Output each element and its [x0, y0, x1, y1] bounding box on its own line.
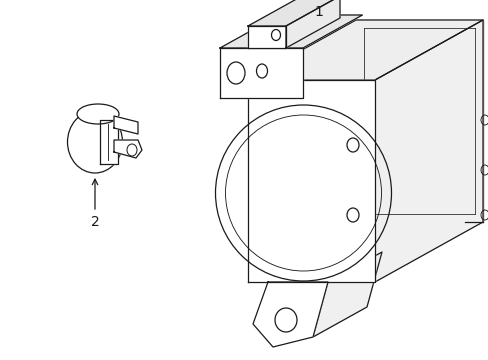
Polygon shape: [247, 80, 374, 282]
Text: 2: 2: [90, 215, 99, 229]
Polygon shape: [312, 252, 381, 337]
Polygon shape: [247, 26, 285, 48]
Polygon shape: [247, 0, 339, 26]
Ellipse shape: [67, 111, 122, 173]
Polygon shape: [220, 48, 303, 98]
Polygon shape: [114, 140, 142, 158]
Polygon shape: [100, 120, 118, 164]
Polygon shape: [355, 20, 482, 222]
Polygon shape: [220, 15, 362, 48]
Polygon shape: [114, 116, 138, 134]
Text: 1: 1: [314, 5, 323, 19]
Ellipse shape: [77, 104, 119, 124]
Polygon shape: [285, 0, 339, 48]
Polygon shape: [374, 20, 482, 282]
Polygon shape: [252, 282, 327, 347]
Polygon shape: [247, 20, 482, 80]
